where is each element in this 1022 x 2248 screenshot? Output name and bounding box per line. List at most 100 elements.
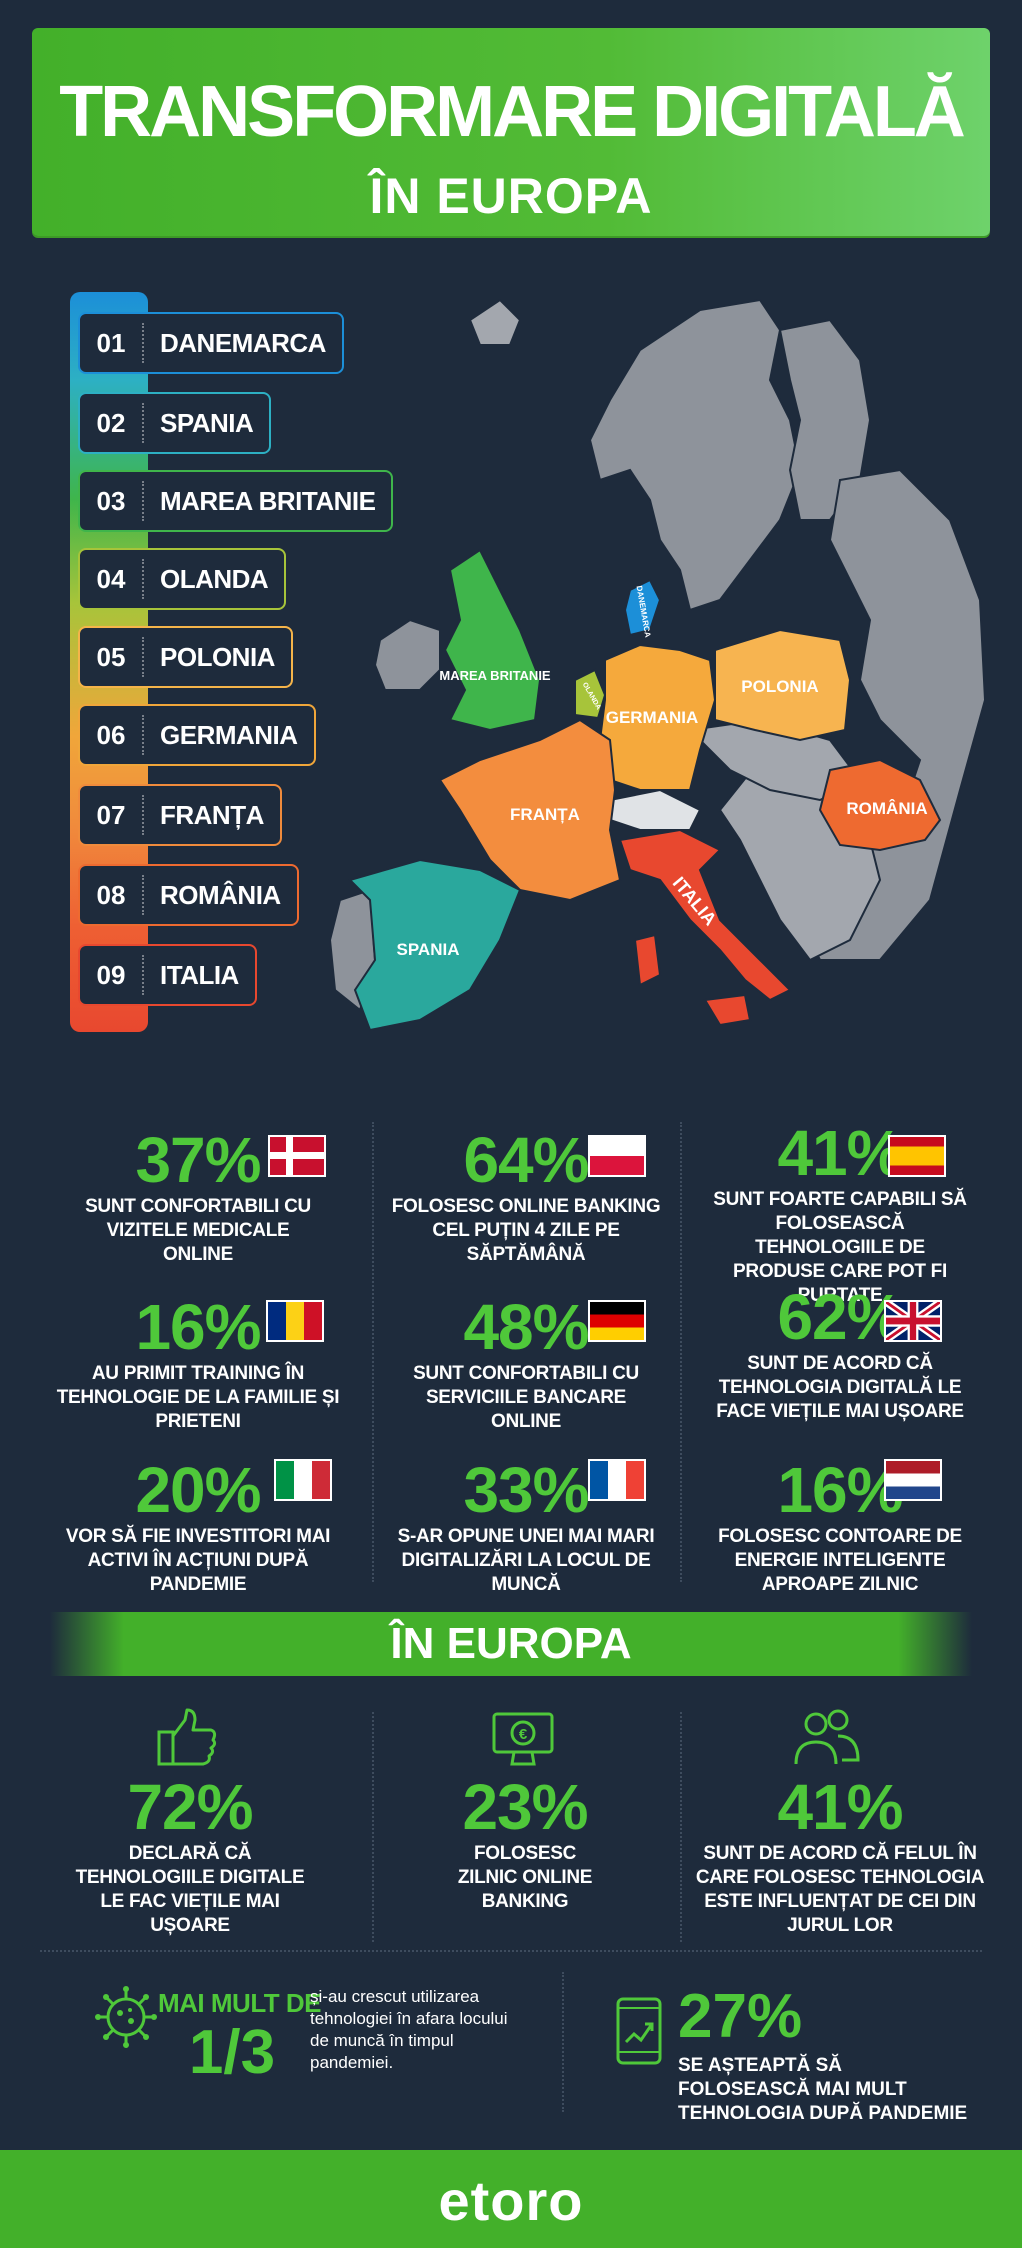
- country-stat: 62% SUNT DE ACORD CĂ TEHNOLOGIA DIGITALĂ…: [690, 1282, 990, 1424]
- stat-text: DECLARĂ CĂ TEHNOLOGIILE DIGITALE LE FAC …: [75, 1843, 305, 1936]
- map-italia: [618, 828, 792, 1002]
- map-polonia: [714, 628, 852, 742]
- uk-flag: [886, 1302, 940, 1340]
- map-label-marea-britanie: MAREA BRITANIE: [439, 668, 551, 683]
- page-subtitle: ÎN EUROPA: [369, 168, 653, 224]
- scandinavia-region: [588, 298, 802, 612]
- map-sardinia: [633, 933, 662, 987]
- column-divider: [680, 1712, 682, 1942]
- etoro-logo: etoro: [438, 2169, 584, 2232]
- netherlands-flag: [886, 1461, 940, 1499]
- spain-flag: [890, 1137, 944, 1175]
- stat-value: 72%: [127, 1771, 253, 1843]
- map-label-polonia: POLONIA: [741, 677, 818, 696]
- europe-map: MAREA BRITANIE GERMANIA POLONIA FRANȚA R…: [328, 298, 987, 1032]
- ranking-item: 01 DANEMARCA: [78, 312, 344, 374]
- stat-text: FOLOSESC CONTOARE DE ENERGIE INTELIGENTE…: [718, 1526, 962, 1595]
- bottom-value: 1/3: [188, 2018, 276, 2087]
- country-stat: 37% SUNT CONFORTABILI CU VIZITELE MEDICA…: [48, 1125, 348, 1267]
- bottom-text: și-au crescut utilizarea tehnologiei în …: [310, 1987, 508, 2072]
- ranking-country: ITALIA: [160, 959, 239, 990]
- ranking-country: FRANȚA: [160, 799, 264, 830]
- country-stat: 64% FOLOSESC ONLINE BANKING CEL PUȚIN 4 …: [372, 1125, 680, 1267]
- ranking-number: 09: [80, 955, 144, 995]
- bottom-right-value: 27%: [678, 1982, 803, 2051]
- ranking-number: 03: [80, 481, 144, 521]
- ranking-number: 07: [80, 795, 144, 835]
- thumbs-up-icon: [157, 1708, 217, 1766]
- ranking-item: 09 ITALIA: [78, 944, 257, 1006]
- denmark-flag: [270, 1137, 324, 1175]
- switzerland-austria-region: [609, 788, 702, 831]
- ranking-country: OLANDA: [160, 563, 269, 594]
- bottom-prefix: MAI MULT DE: [158, 1988, 322, 2018]
- europe-stat: 41% SUNT DE ACORD CĂ FELUL ÎN CARE FOLOS…: [690, 1772, 990, 1938]
- people-icon: [794, 1709, 860, 1765]
- stat-value: 16%: [135, 1291, 261, 1363]
- europe-stat: 72% DECLARĂ CĂ TEHNOLOGIILE DIGITALE LE …: [60, 1772, 320, 1938]
- italy-flag: [276, 1461, 330, 1499]
- stat-text: SUNT CONFORTABILI CU VIZITELE MEDICALE O…: [85, 1196, 311, 1265]
- map-label-franta: FRANȚA: [510, 805, 580, 824]
- ranking-country: SPANIA: [160, 407, 254, 438]
- stat-value: 48%: [463, 1291, 589, 1363]
- footer: etoro: [0, 2150, 1022, 2248]
- stat-text: FOLOSESC ONLINE BANKING CEL PUȚIN 4 ZILE…: [391, 1196, 661, 1265]
- ranking-number: 06: [80, 715, 144, 755]
- svg-text:€: €: [519, 1726, 528, 1743]
- ranking-number: 01: [80, 323, 144, 363]
- ranking-number: 05: [80, 637, 144, 677]
- romania-flag: [268, 1302, 322, 1340]
- ranking-item: 03 MAREA BRITANIE: [78, 470, 394, 532]
- stat-value: 41%: [777, 1771, 903, 1843]
- ranking-item: 06 GERMANIA: [78, 704, 316, 766]
- ranking-country: DANEMARCA: [160, 327, 326, 358]
- ranking-item: 07 FRANȚA: [78, 784, 282, 846]
- column-divider: [372, 1122, 374, 1582]
- country-stat: 41% SUNT FOARTE CAPABILI SĂ FOLOSEASCĂ T…: [690, 1118, 990, 1308]
- stat-value: 41%: [777, 1117, 903, 1189]
- map-danemarca: [623, 578, 662, 637]
- ranking-country: ROMÂNIA: [160, 879, 281, 910]
- map-romania: [818, 758, 942, 852]
- map-label-romania: ROMÂNIA: [846, 799, 927, 818]
- ranking-item: 08 ROMÂNIA: [78, 864, 299, 926]
- france-flag: [590, 1461, 644, 1499]
- europe-stat: 23% FOLOSESC ZILNIC ONLINE BANKING: [390, 1772, 660, 1914]
- ranking-item: 04 OLANDA: [78, 548, 287, 610]
- country-stat: 16% FOLOSESC CONTOARE DE ENERGIE INTELIG…: [690, 1455, 990, 1597]
- ireland-region: [373, 618, 441, 691]
- stat-text: SUNT CONFORTABILI CU SERVICIILE BANCARE …: [413, 1363, 639, 1432]
- section-divider: [40, 1950, 982, 1952]
- stat-text: SUNT FOARTE CAPABILI SĂ FOLOSEASCĂ TEHNO…: [713, 1189, 967, 1306]
- map-spania: [348, 858, 522, 1032]
- stat-text: FOLOSESC ZILNIC ONLINE BANKING: [457, 1843, 593, 1912]
- country-stat: 48% SUNT CONFORTABILI CU SERVICIILE BANC…: [372, 1292, 680, 1434]
- stat-text: SUNT DE ACORD CĂ FELUL ÎN CARE FOLOSESC …: [695, 1843, 985, 1936]
- online-banking-icon: €: [492, 1712, 554, 1766]
- ranking-country: MAREA BRITANIE: [160, 485, 376, 516]
- stat-value: 20%: [135, 1454, 261, 1526]
- stat-value: 33%: [463, 1454, 589, 1526]
- country-stat: 33% S-AR OPUNE UNEI MAI MARI DIGITALIZĂR…: [372, 1455, 680, 1597]
- country-stat: 16% AU PRIMIT TRAINING ÎN TEHNOLOGIE DE …: [48, 1292, 348, 1434]
- map-franta: [438, 718, 622, 902]
- poland-flag: [590, 1137, 644, 1175]
- stat-value: 37%: [135, 1124, 261, 1196]
- phone-growth-icon: [616, 1997, 662, 2065]
- germany-flag: [590, 1302, 644, 1340]
- section-heading-europa: ÎN EUROPA: [50, 1612, 972, 1676]
- bottom-right-text: SE AȘTEAPTĂ SĂ FOLOSEASCĂ MAI MULT TEHNO…: [678, 2055, 968, 2124]
- finland-region: [778, 318, 872, 521]
- iceland-region: [468, 298, 522, 346]
- virus-icon: [95, 1986, 157, 2048]
- stat-text: SUNT DE ACORD CĂ TEHNOLOGIA DIGITALĂ LE …: [716, 1353, 964, 1422]
- page-title: TRANSFORMARE DIGITALĂ: [59, 72, 966, 152]
- map-label-spania: SPANIA: [397, 940, 460, 959]
- ranking-country: GERMANIA: [160, 719, 298, 750]
- map-olanda: [574, 668, 607, 720]
- column-divider: [680, 1122, 682, 1582]
- map-marea-britanie: [443, 548, 542, 732]
- stat-value: 64%: [463, 1124, 589, 1196]
- ranking-country: POLONIA: [160, 641, 275, 672]
